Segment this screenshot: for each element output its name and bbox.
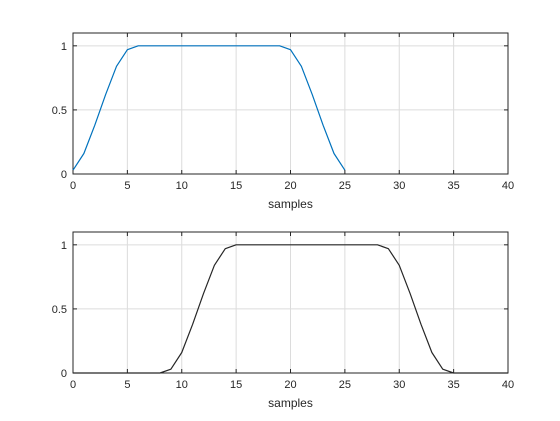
top-y-tick-label: 1 <box>61 41 67 53</box>
top-x-tick-label: 10 <box>176 180 188 192</box>
top-x-axis-label: samples <box>268 197 313 211</box>
top-x-tick-label: 15 <box>230 180 242 192</box>
top-y-tick-label: 0 <box>61 169 67 181</box>
top-series-line <box>72 45 346 171</box>
bottom-y-tick-label: 1 <box>61 240 67 252</box>
bottom-x-axis-label: samples <box>268 396 313 410</box>
top-x-tick-label: 30 <box>393 180 405 192</box>
top-y-tick-label: 0.5 <box>52 105 67 117</box>
bottom-y-tick-label: 0 <box>61 368 67 380</box>
bottom-x-tick-label: 10 <box>176 379 188 391</box>
bottom-x-tick-label: 15 <box>230 379 242 391</box>
bottom-series-line <box>73 244 508 374</box>
top-x-tick-label: 20 <box>284 180 296 192</box>
bottom-x-tick-label: 35 <box>448 379 460 391</box>
top-x-tick-label: 40 <box>502 180 514 192</box>
bottom-plot-axes: 0 5 10 15 20 25 30 35 40 0 0.5 1 samples <box>52 231 514 410</box>
bottom-y-tick-label: 0.5 <box>52 304 67 316</box>
bottom-x-tick-label: 30 <box>393 379 405 391</box>
top-x-tick-label: 0 <box>70 180 76 192</box>
top-x-tick-label: 5 <box>124 180 130 192</box>
bottom-x-tick-label: 40 <box>502 379 514 391</box>
top-x-tick-label: 25 <box>339 180 351 192</box>
bottom-x-tick-label: 20 <box>284 379 296 391</box>
bottom-x-tick-label: 5 <box>124 379 130 391</box>
top-x-tick-label: 35 <box>448 180 460 192</box>
bottom-x-tick-label: 25 <box>339 379 351 391</box>
top-plot-axes: 0 5 10 15 20 25 30 35 40 0 0.5 1 samples <box>52 32 514 211</box>
bottom-x-tick-label: 0 <box>70 379 76 391</box>
